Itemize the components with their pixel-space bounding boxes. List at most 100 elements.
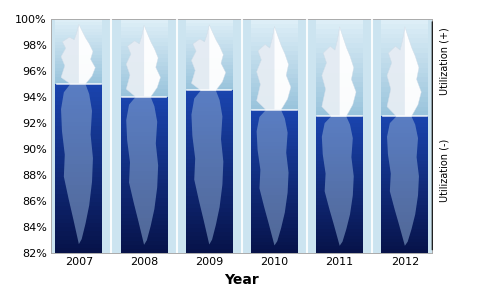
- Bar: [186, 19, 232, 23]
- Bar: [186, 224, 232, 228]
- Bar: [186, 107, 232, 111]
- Bar: [251, 210, 298, 213]
- Bar: [120, 214, 168, 217]
- Bar: [186, 69, 232, 72]
- Bar: [382, 107, 428, 111]
- Bar: [382, 68, 428, 72]
- Bar: [56, 42, 102, 45]
- Bar: [382, 229, 428, 232]
- Bar: [382, 161, 428, 164]
- Bar: [186, 232, 232, 236]
- Polygon shape: [387, 27, 422, 116]
- Bar: [186, 37, 232, 40]
- Bar: [251, 206, 298, 210]
- Bar: [56, 168, 102, 172]
- Bar: [382, 147, 428, 150]
- Bar: [316, 63, 363, 68]
- Bar: [120, 198, 168, 202]
- Bar: [382, 239, 428, 243]
- Bar: [120, 66, 168, 69]
- Bar: [251, 203, 298, 206]
- Bar: [186, 196, 232, 200]
- Bar: [56, 172, 102, 177]
- Bar: [120, 58, 168, 62]
- Bar: [120, 34, 168, 38]
- Bar: [382, 191, 428, 195]
- Bar: [186, 228, 232, 232]
- Bar: [120, 62, 168, 66]
- Bar: [382, 195, 428, 198]
- Bar: [120, 245, 168, 249]
- Bar: [56, 215, 102, 219]
- Bar: [186, 220, 232, 224]
- Bar: [251, 231, 298, 235]
- Bar: [316, 29, 363, 34]
- Bar: [186, 98, 232, 103]
- Bar: [382, 243, 428, 246]
- Bar: [251, 174, 298, 178]
- Bar: [56, 206, 102, 210]
- Bar: [382, 111, 428, 116]
- Bar: [382, 154, 428, 157]
- Bar: [186, 87, 232, 90]
- Bar: [382, 38, 428, 43]
- Bar: [56, 58, 102, 61]
- Bar: [186, 90, 232, 95]
- Bar: [251, 160, 298, 163]
- Bar: [316, 181, 363, 185]
- Bar: [251, 220, 298, 224]
- Bar: [251, 101, 298, 105]
- Bar: [382, 123, 428, 127]
- Bar: [316, 87, 363, 92]
- Bar: [382, 48, 428, 53]
- Bar: [382, 63, 428, 68]
- Bar: [251, 156, 298, 160]
- Bar: [251, 37, 298, 42]
- Bar: [316, 239, 363, 243]
- Polygon shape: [322, 116, 354, 246]
- Bar: [316, 188, 363, 191]
- Bar: [382, 178, 428, 181]
- Bar: [186, 40, 232, 44]
- Bar: [56, 189, 102, 194]
- Bar: [186, 155, 232, 159]
- Bar: [120, 120, 168, 124]
- Bar: [186, 159, 232, 163]
- Bar: [186, 208, 232, 212]
- Bar: [56, 202, 102, 206]
- Bar: [251, 69, 298, 73]
- Bar: [251, 51, 298, 55]
- Bar: [56, 81, 102, 84]
- Bar: [382, 130, 428, 133]
- Bar: [382, 246, 428, 249]
- Bar: [120, 202, 168, 206]
- Bar: [56, 248, 102, 252]
- Bar: [120, 108, 168, 112]
- Bar: [251, 96, 298, 101]
- Polygon shape: [61, 24, 79, 84]
- Bar: [186, 212, 232, 216]
- Bar: [186, 163, 232, 167]
- Bar: [120, 38, 168, 42]
- Bar: [120, 93, 168, 97]
- Bar: [316, 77, 363, 82]
- Bar: [251, 149, 298, 153]
- Polygon shape: [126, 25, 160, 97]
- Bar: [120, 19, 168, 23]
- Bar: [251, 110, 298, 114]
- Bar: [186, 58, 232, 62]
- Bar: [120, 171, 168, 175]
- Bar: [251, 117, 298, 120]
- Bar: [382, 97, 428, 102]
- Bar: [316, 157, 363, 161]
- Bar: [382, 127, 428, 130]
- Bar: [186, 180, 232, 184]
- Bar: [251, 213, 298, 217]
- Bar: [316, 68, 363, 72]
- Bar: [316, 123, 363, 127]
- Bar: [251, 135, 298, 138]
- Bar: [316, 97, 363, 102]
- Bar: [120, 105, 168, 108]
- Bar: [186, 175, 232, 180]
- Bar: [382, 188, 428, 191]
